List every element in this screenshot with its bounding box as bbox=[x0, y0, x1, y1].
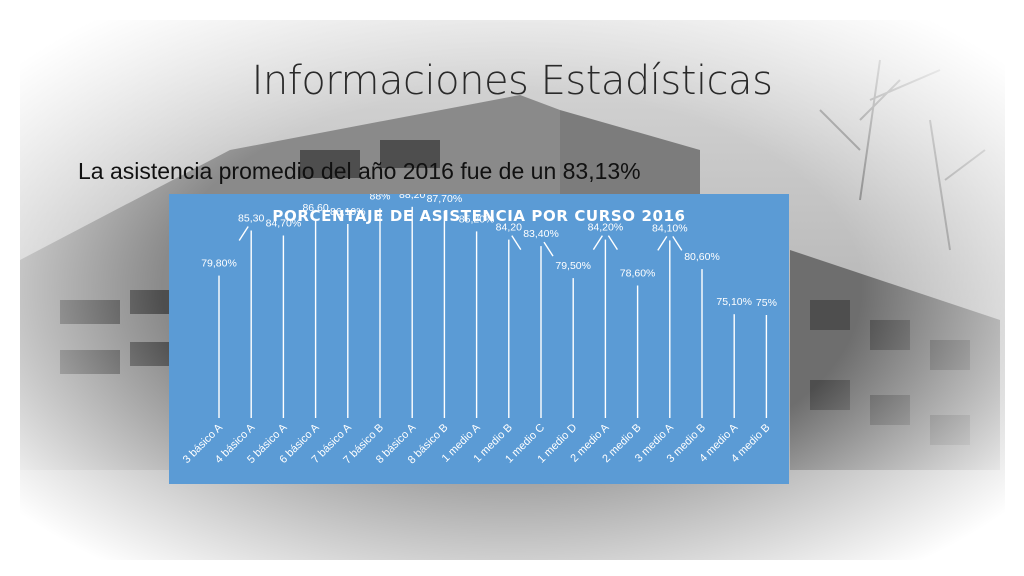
bar-12 bbox=[604, 239, 607, 418]
average-attendance-text: La asistencia promedio del año 2016 fue … bbox=[78, 158, 641, 184]
bar-8 bbox=[475, 231, 478, 418]
data-label-3: 86,60 bbox=[302, 202, 328, 214]
slide-title: Informaciones Estadísticas bbox=[251, 58, 773, 104]
leader-line-4 bbox=[672, 236, 683, 251]
chart-canvas: PORCENTAJE DE ASISTENCIA POR CURSO 2016 … bbox=[181, 194, 777, 466]
data-label-9: 84,20 bbox=[496, 222, 522, 234]
data-label-8: 85,20% bbox=[459, 213, 495, 225]
bar-1 bbox=[250, 230, 252, 418]
data-label-7: 87,70% bbox=[427, 194, 463, 205]
attendance-chart: PORCENTAJE DE ASISTENCIA POR CURSO 2016 … bbox=[169, 194, 789, 484]
data-label-0: 79,80% bbox=[201, 258, 237, 270]
data-label-17: 75% bbox=[756, 297, 777, 309]
bar-4 bbox=[347, 224, 349, 418]
data-label-1: 85,30 bbox=[238, 213, 264, 225]
bar-15 bbox=[701, 269, 703, 418]
data-label-4: 86,10% bbox=[330, 206, 366, 218]
bar-7 bbox=[443, 210, 446, 418]
bar-14 bbox=[669, 240, 671, 418]
data-label-12: 84,20% bbox=[588, 222, 624, 234]
bar-9 bbox=[508, 239, 510, 418]
data-label-2: 84,70% bbox=[266, 218, 302, 230]
data-label-11: 79,50% bbox=[555, 260, 591, 272]
bar-16 bbox=[733, 314, 735, 418]
leader-line-2 bbox=[607, 235, 618, 250]
leader-line-6 bbox=[543, 241, 554, 257]
bars-group bbox=[218, 206, 768, 418]
bar-13 bbox=[636, 285, 639, 418]
bar-10 bbox=[540, 246, 542, 418]
bar-6 bbox=[411, 206, 413, 418]
bar-0 bbox=[218, 275, 220, 418]
bar-2 bbox=[282, 235, 285, 418]
leader-line-3 bbox=[657, 236, 668, 251]
data-label-5: 88% bbox=[369, 194, 390, 202]
chart-title: PORCENTAJE DE ASISTENCIA POR CURSO 2016 bbox=[272, 207, 685, 225]
data-label-14: 84,10% bbox=[652, 222, 688, 234]
leader-line-5 bbox=[511, 235, 522, 250]
leader-line-1 bbox=[592, 235, 603, 250]
leader-line-0 bbox=[238, 226, 249, 241]
bar-17 bbox=[765, 315, 768, 418]
data-label-6: 88,20 bbox=[399, 194, 425, 201]
data-label-13: 78,60% bbox=[620, 268, 656, 280]
bar-5 bbox=[379, 208, 381, 418]
data-label-15: 80,60% bbox=[684, 251, 720, 263]
bar-11 bbox=[572, 278, 574, 418]
bar-3 bbox=[314, 219, 317, 418]
data-label-16: 75,10% bbox=[716, 296, 752, 308]
data-label-10: 83,40% bbox=[523, 228, 559, 240]
